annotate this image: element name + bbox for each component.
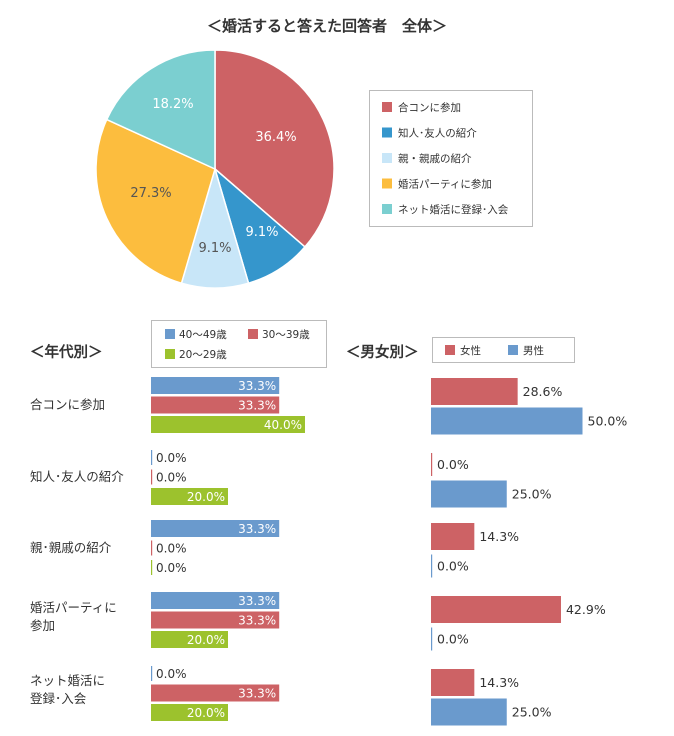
legend-label: 女性: [460, 344, 481, 357]
pie-slice-label: 9.1%: [198, 241, 231, 256]
age-title: ＜年代別＞: [30, 343, 103, 361]
gender-bar: [431, 407, 583, 435]
legend-label: 知人･友人の紹介: [398, 127, 477, 140]
pie-slice: [105, 49, 216, 171]
gender-bar-label: 0.0%: [437, 457, 469, 472]
age-bar-label: 0.0%: [156, 561, 187, 575]
age-bar: [151, 488, 228, 505]
pie-slice-label: 18.2%: [152, 97, 193, 112]
legend-swatch: [445, 345, 455, 355]
age-bar: [151, 520, 280, 537]
legend-swatch: [382, 178, 392, 189]
age-bar-label: 20.0%: [187, 633, 225, 647]
legend-swatch: [382, 204, 392, 214]
age-bar-label: 0.0%: [156, 451, 187, 465]
gender-bar: [431, 698, 507, 726]
age-bar-label: 20.0%: [187, 490, 225, 504]
age-bar-label: 0.0%: [156, 542, 187, 556]
gender-bar: [431, 480, 507, 508]
age-bar: [151, 416, 305, 433]
legend-label: 30～39歳: [262, 329, 310, 341]
gender-legend: [432, 337, 575, 363]
age-bar-label: 33.3%: [238, 522, 276, 536]
age-bar: [151, 560, 153, 575]
gender-bar-label: 42.9%: [566, 602, 606, 617]
gender-bar: [431, 453, 433, 476]
age-legend: [151, 320, 327, 368]
gender-bar-label: 14.3%: [479, 529, 519, 544]
gender-bar: [431, 523, 475, 550]
gender-bar-label: 0.0%: [437, 559, 469, 574]
legend-swatch: [382, 127, 392, 138]
gender-bar: [431, 596, 561, 623]
gender-bar: [431, 627, 433, 651]
age-bar: [151, 611, 280, 629]
gender-bar-label: 14.3%: [479, 675, 519, 690]
legend-swatch: [248, 329, 258, 339]
legend-swatch: [382, 102, 392, 112]
gender-bar-label: 28.6%: [523, 384, 563, 399]
legend-label: 40～49歳: [179, 329, 227, 341]
age-bar-label: 0.0%: [156, 471, 187, 485]
age-bar: [151, 540, 153, 556]
legend-label: 男性: [523, 344, 544, 357]
legend-label: 20～29歳: [179, 349, 227, 361]
age-bar-label: 33.3%: [238, 614, 276, 628]
gender-bar-label: 0.0%: [437, 632, 469, 647]
pie-slice: [214, 49, 335, 248]
legend-swatch: [165, 329, 175, 339]
gender-title: ＜男女別＞: [346, 343, 419, 361]
age-bar: [151, 396, 280, 414]
age-category-label: 婚活パーティに: [30, 600, 117, 615]
legend-label: 婚活パーティに参加: [398, 178, 492, 191]
legend-swatch: [165, 349, 175, 359]
age-category-label: 合コンに参加: [30, 397, 105, 412]
age-category-label: 親･親戚の紹介: [30, 540, 112, 555]
age-bar: [151, 684, 280, 702]
pie-slice: [95, 118, 216, 285]
pie-slice-label: 27.3%: [130, 186, 171, 201]
gender-bar-label: 25.0%: [512, 705, 552, 720]
age-bar: [151, 450, 153, 465]
pie-legend: [369, 90, 533, 227]
age-category-label: 参加: [30, 618, 55, 633]
gender-bar-label: 50.0%: [588, 414, 628, 429]
pie-title: ＜婚活すると答えた回答者 全体＞: [207, 17, 447, 35]
pie-slice-label: 36.4%: [255, 130, 296, 145]
legend-swatch: [508, 345, 518, 355]
age-bar: [151, 666, 153, 681]
age-bar-label: 33.3%: [238, 399, 276, 413]
legend-label: ネット婚活に登録･入会: [398, 203, 509, 216]
age-bar: [151, 704, 228, 721]
age-bar: [151, 377, 280, 394]
legend-swatch: [382, 153, 392, 163]
gender-bar-label: 25.0%: [512, 487, 552, 502]
age-bar-label: 33.3%: [238, 594, 276, 608]
age-bar-label: 0.0%: [156, 667, 187, 681]
gender-bar: [431, 378, 518, 405]
gender-bar: [431, 554, 433, 578]
age-bar: [151, 631, 228, 648]
pie-slice-label: 9.1%: [245, 225, 278, 240]
age-bar-label: 33.3%: [238, 687, 276, 701]
age-bar-label: 40.0%: [264, 418, 302, 432]
age-category-label: ネット婚活に: [30, 673, 105, 688]
legend-label: 合コンに参加: [398, 101, 461, 114]
age-category-label: 知人･友人の紹介: [30, 469, 124, 484]
age-bar-label: 20.0%: [187, 706, 225, 720]
age-category-label: 登録･入会: [30, 691, 87, 706]
age-bar-label: 33.3%: [238, 379, 276, 393]
legend-label: 親・親戚の紹介: [398, 152, 472, 165]
age-bar: [151, 469, 153, 485]
gender-bar: [431, 669, 475, 696]
age-bar: [151, 592, 280, 609]
